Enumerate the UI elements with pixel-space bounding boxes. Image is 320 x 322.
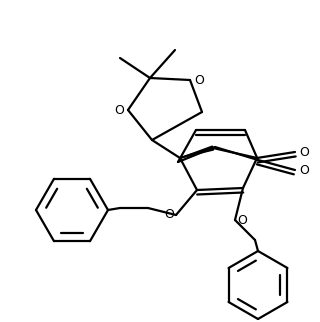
Text: O: O xyxy=(194,73,204,87)
Text: O: O xyxy=(164,209,174,222)
Text: O: O xyxy=(237,213,247,226)
Text: O: O xyxy=(299,164,309,176)
Polygon shape xyxy=(180,146,213,158)
Text: O: O xyxy=(299,146,309,158)
Text: O: O xyxy=(114,103,124,117)
